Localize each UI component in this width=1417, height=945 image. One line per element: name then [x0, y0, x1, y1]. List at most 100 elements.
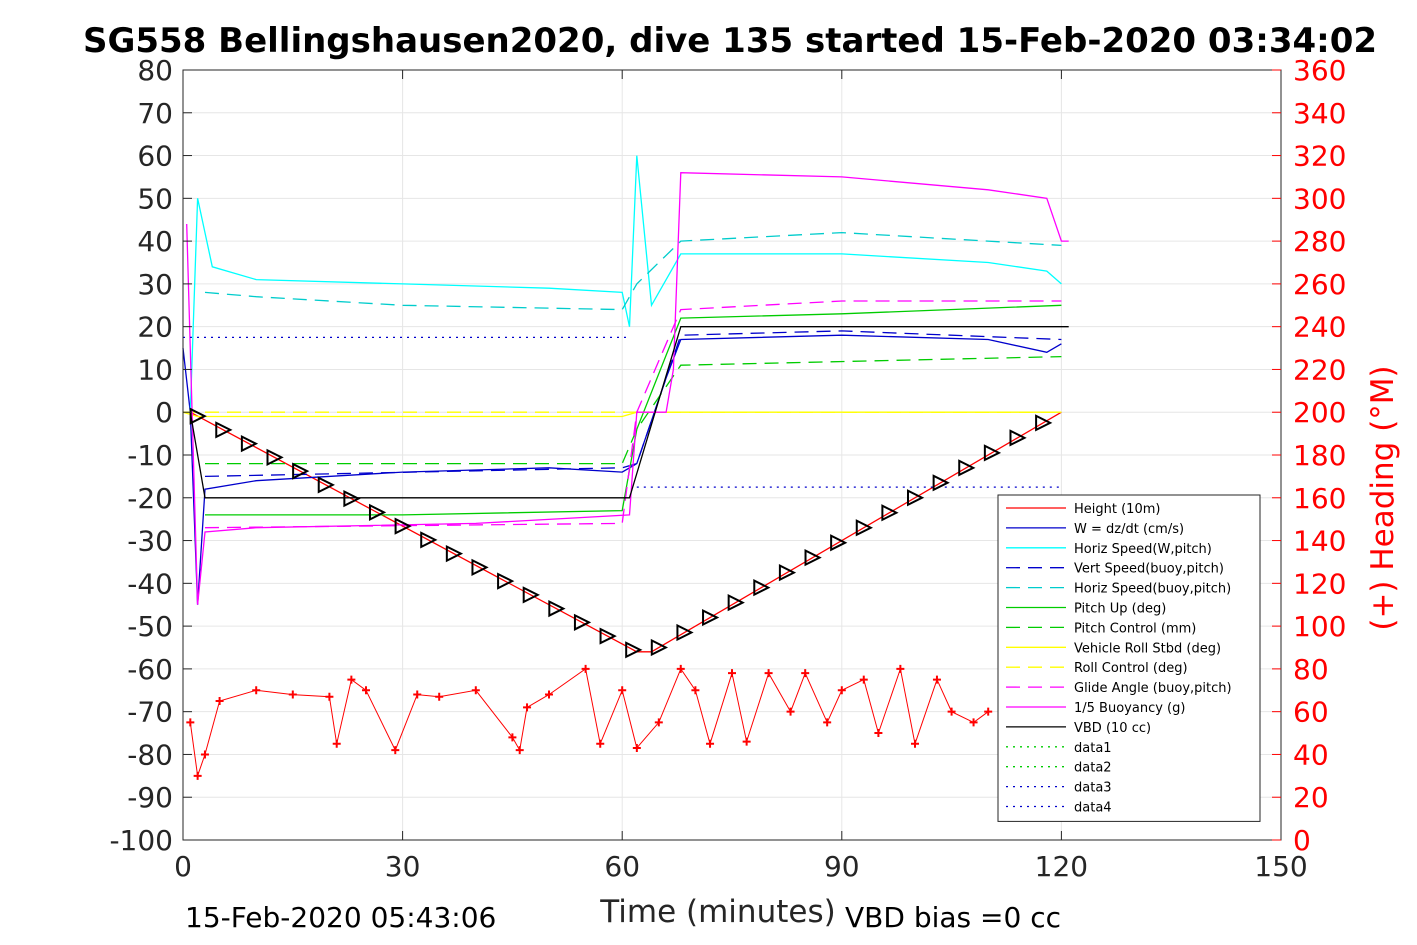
y-tick-label: -80: [127, 738, 173, 771]
y2-tick-label: 320: [1293, 140, 1346, 173]
y-tick-label: -10: [127, 439, 173, 472]
depth-triangle: [266, 448, 284, 467]
heading-markers: [186, 664, 993, 780]
depth-triangle: [189, 407, 207, 425]
legend-entry: Vehicle Roll Stbd (deg): [1074, 641, 1221, 656]
y2-axis-ticks: 3603403203002802602402202001801601401201…: [1272, 54, 1346, 857]
y-tick-label: 0: [155, 396, 173, 429]
footer-vbd-bias: VBD bias =0 cc: [845, 901, 1061, 934]
y2-tick-label: 180: [1293, 439, 1346, 472]
depth-triangle: [240, 435, 259, 453]
x-tick-label: 30: [385, 850, 421, 883]
x-tick-label: 90: [824, 850, 860, 883]
y2-tick-label: 100: [1293, 610, 1346, 643]
series-line: [189, 326, 1069, 499]
legend-entry: Vert Speed(buoy,pitch): [1074, 562, 1224, 577]
y2-tick-label: 0: [1293, 824, 1311, 857]
depth-triangle: [625, 641, 643, 659]
y2-axis-label: (+) Heading (°M): [1365, 365, 1401, 630]
series-line: [189, 155, 1062, 413]
y2-tick-label: 140: [1293, 525, 1346, 558]
depth-triangle: [343, 490, 361, 508]
depth-triangle: [599, 627, 617, 645]
y-tick-label: 50: [137, 182, 173, 215]
legend-entry: Pitch Control (mm): [1074, 621, 1196, 636]
y-tick-label: 80: [137, 54, 173, 87]
y-tick-label: 20: [137, 311, 173, 344]
depth-triangle: [804, 549, 822, 567]
depth-triangle: [548, 599, 566, 618]
footer-timestamp: 15-Feb-2020 05:43:06: [185, 901, 496, 934]
y2-tick-label: 340: [1293, 97, 1346, 130]
depth-markers: [189, 407, 1053, 659]
y2-tick-label: 360: [1293, 54, 1346, 87]
heading-marker: [984, 707, 993, 716]
y2-tick-label: 160: [1293, 482, 1346, 515]
depth-triangle: [368, 503, 387, 521]
series-line: [182, 411, 1062, 418]
legend-entry: Horiz Speed(buoy,pitch): [1074, 582, 1231, 597]
legend-entry: Glide Angle (buoy,pitch): [1074, 681, 1232, 696]
depth-triangle: [778, 564, 797, 582]
heading-line: [189, 666, 989, 776]
y2-tick-label: 260: [1293, 268, 1346, 301]
depth-triangle: [1009, 429, 1027, 447]
depth-triangle: [497, 572, 515, 590]
y2-tick-label: 80: [1293, 653, 1329, 686]
depth-triangle: [907, 489, 925, 507]
y-tick-label: -50: [127, 610, 173, 643]
y-tick-label: 10: [137, 353, 173, 386]
chart-title: SG558 Bellingshausen2020, dive 135 start…: [83, 21, 1377, 61]
depth-triangle: [420, 531, 438, 549]
depth-triangle: [471, 558, 489, 576]
legend-entry: Pitch Up (deg): [1074, 602, 1166, 617]
legend-entry: Roll Control (deg): [1074, 661, 1188, 676]
depth-triangle: [855, 519, 873, 537]
y-tick-label: -60: [127, 653, 173, 686]
legend-entry: data1: [1074, 741, 1112, 756]
legend-entry: data4: [1074, 801, 1112, 816]
legend-entry: data3: [1074, 781, 1112, 796]
depth-triangle: [522, 586, 540, 604]
y2-tick-label: 60: [1293, 696, 1329, 729]
series-line: [205, 304, 1062, 516]
depth-triangle: [727, 593, 745, 612]
series-line: [204, 300, 1062, 529]
depth-triangle: [753, 578, 771, 597]
y-axis-ticks: 80 70 60 50 40 30 20 10 0 -10 -20 -30 -40 -50 -60 -70 -8…: [109, 54, 192, 857]
y2-tick-label: 20: [1293, 781, 1329, 814]
legend-entry: Height (10m): [1074, 502, 1160, 517]
x-tick-label: 120: [1035, 850, 1088, 883]
depth-triangle: [932, 474, 950, 492]
y-tick-label: -30: [127, 525, 173, 558]
legend-entry: data2: [1074, 761, 1112, 776]
y-tick-label: -100: [109, 824, 173, 857]
y-tick-label: -20: [127, 482, 173, 515]
y2-tick-label: 300: [1293, 182, 1346, 215]
y2-tick-label: 240: [1293, 311, 1346, 344]
depth-triangle: [983, 444, 1002, 462]
y-tick-label: -40: [127, 567, 173, 600]
y2-tick-label: 40: [1293, 738, 1329, 771]
series-line: [189, 411, 1062, 653]
depth-triangle: [445, 544, 464, 563]
depth-triangle: [958, 459, 976, 477]
y2-tick-label: 280: [1293, 225, 1346, 258]
x-tick-label: 60: [604, 850, 640, 883]
depth-triangle: [573, 613, 592, 631]
series-layer: [182, 155, 1069, 653]
depth-triangle: [292, 462, 310, 480]
series-line: [186, 172, 1069, 605]
y-tick-label: 70: [137, 97, 173, 130]
legend-entry: W = dz/dt (cm/s): [1074, 522, 1184, 537]
series-line: [182, 334, 1062, 605]
depth-triangle: [1035, 414, 1053, 432]
y-tick-label: 40: [137, 225, 173, 258]
depth-triangle: [830, 534, 848, 552]
y2-tick-label: 200: [1293, 396, 1346, 429]
x-axis-label: Time (minutes): [599, 894, 835, 930]
depth-triangle: [650, 638, 669, 657]
depth-triangle: [702, 608, 720, 627]
depth-triangle: [317, 476, 335, 494]
